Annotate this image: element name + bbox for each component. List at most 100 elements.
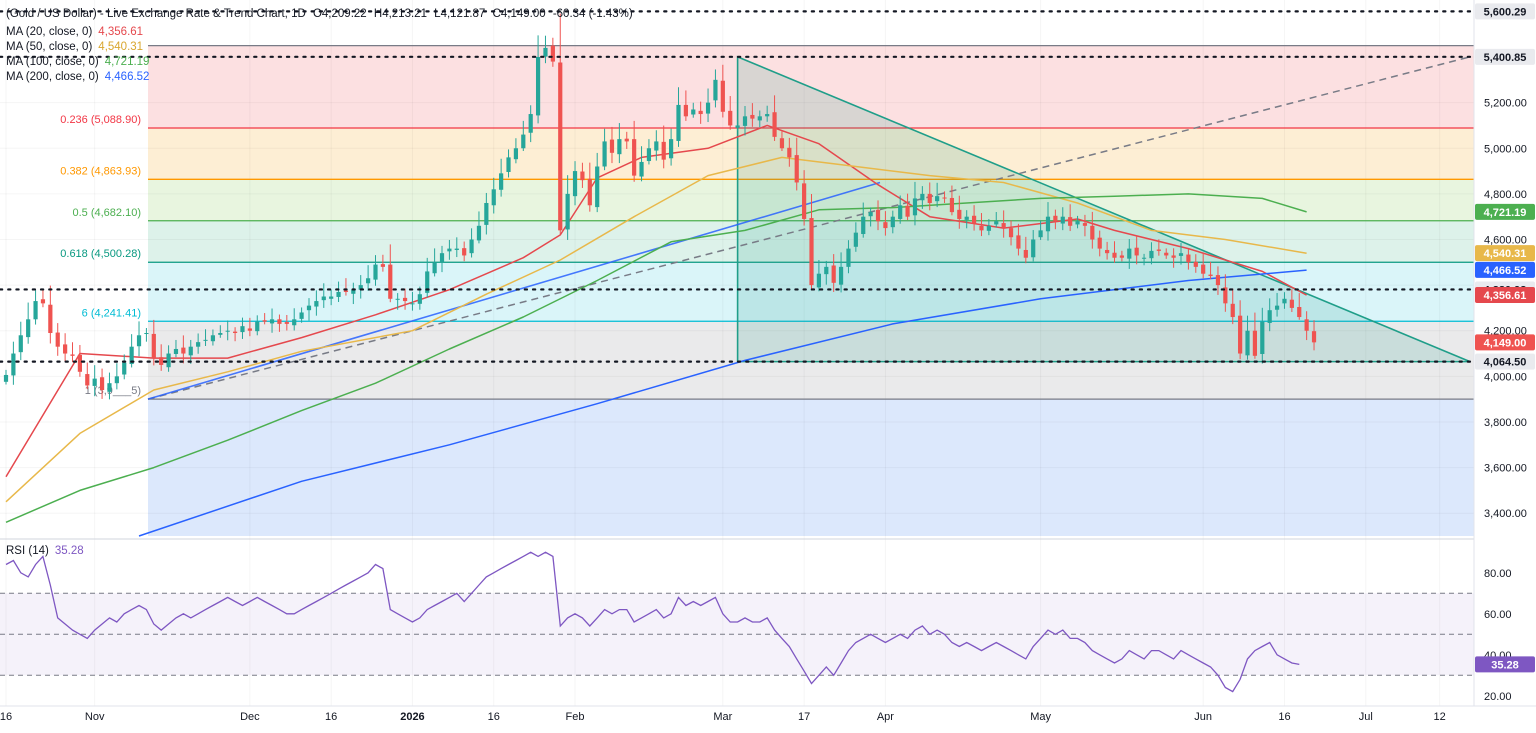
trendlines-layer[interactable] [147, 56, 1471, 400]
price-tick-label: 5,000.00 [1484, 143, 1527, 155]
candle-body [765, 114, 770, 117]
badge-ma200-bg [1475, 261, 1535, 278]
candle-body [1311, 331, 1317, 343]
fib-band-0 [148, 399, 1474, 536]
candle-body [809, 218, 814, 286]
candle-body [639, 161, 644, 177]
badge-5400-bg [1475, 48, 1535, 65]
time-tick-label: Apr [877, 711, 894, 723]
candle-body [528, 114, 533, 133]
candle-body [1230, 303, 1235, 318]
candle-body [232, 331, 238, 334]
candle-body [942, 197, 947, 199]
candle-body [949, 197, 955, 213]
candle-body [787, 147, 792, 158]
candle-body [1060, 216, 1065, 224]
descending-triangle [736, 55, 1471, 363]
price-tick-label: 5,200.00 [1484, 98, 1527, 110]
candle-body [1141, 257, 1147, 259]
candle-body [927, 193, 932, 203]
candle-body [728, 110, 733, 126]
ohlc-close: C4,149.00 [493, 8, 546, 20]
candle-body [203, 339, 208, 341]
candle-body [506, 157, 511, 172]
candle-body [63, 344, 68, 354]
candle-body [1267, 310, 1272, 323]
candle-body [846, 248, 851, 267]
candle-body [484, 202, 489, 225]
fib-label-0.618: 0.618 (4,500.28) [60, 248, 141, 260]
badge-ma20: 4,356.61 [1484, 290, 1527, 302]
badge-ma100-bg [1475, 203, 1535, 220]
candle-body [136, 335, 142, 347]
candle-body [890, 216, 895, 228]
candle-body [114, 376, 119, 384]
svg-text:(Gold / US Dollar) - Live Exch: (Gold / US Dollar) - Live Exchange Rate … [6, 8, 633, 20]
candle-body [513, 148, 519, 160]
candle-body [225, 330, 230, 332]
time-tick-label: 16 [0, 711, 12, 723]
candle-body [277, 319, 282, 324]
fib-label-0.236: 0.236 (5,088.90) [60, 114, 141, 126]
candle-body [284, 322, 289, 324]
svg-text:RSI (14)35.28: RSI (14) 35.28 [6, 545, 84, 557]
candle-body [1053, 215, 1058, 222]
candle-body [535, 57, 541, 116]
candle-body [1001, 223, 1006, 229]
ohlc-change: -60.34 (-1.43%) [553, 8, 633, 20]
candle-body [802, 183, 807, 219]
candle-body [964, 216, 969, 220]
candle-body [1260, 321, 1265, 354]
price-badges: 5,600.29 5,400.85 4,721.19 4,540.31 4,466.52… [1475, 3, 1535, 673]
candle-body [1193, 261, 1198, 267]
candle-body [1045, 216, 1051, 232]
badge-5600: 5,600.29 [1484, 6, 1527, 18]
time-axis[interactable]: 16 Nov Dec 16 2026 16 Feb Mar 17 Apr May Jun 16 Jul 12 [0, 705, 1536, 723]
candle-body [1082, 223, 1088, 226]
candle-body [1134, 247, 1139, 256]
ma20-legend-label: MA (20, close, 0) [6, 26, 92, 38]
candle-body [462, 248, 467, 256]
candle-body [1171, 255, 1176, 258]
candle-body [1208, 274, 1213, 276]
price-tick-label: 4,600.00 [1484, 234, 1527, 246]
candle-body [920, 193, 925, 201]
candle-body [609, 139, 615, 153]
badge-5400: 5,400.85 [1484, 52, 1527, 64]
time-tick-label: 16 [488, 711, 500, 723]
candle-body [1149, 250, 1154, 259]
triangle-pattern-layer[interactable] [736, 55, 1471, 363]
candle-body [750, 114, 755, 119]
candle-body [351, 289, 356, 294]
ohlc-open: O4,209.22 [313, 8, 367, 20]
candle-body [1105, 249, 1110, 254]
candle-body [144, 333, 149, 335]
candle-body [1156, 249, 1161, 251]
horizontal-levels-layer[interactable] [0, 10, 1476, 363]
time-tick-label: 2026 [400, 711, 424, 723]
candle-body [838, 266, 844, 285]
candle-body [321, 296, 326, 301]
price-tick-label: 4,000.00 [1484, 371, 1527, 383]
candle-body [676, 104, 681, 141]
moving-averages-layer [5, 124, 1307, 537]
time-tick-label: Dec [240, 711, 260, 723]
time-tick-label: Jun [1194, 711, 1212, 723]
candle-body [188, 346, 193, 356]
price-tick-label: 3,600.00 [1484, 463, 1527, 475]
candle-body [499, 173, 504, 190]
candle-body [255, 321, 260, 332]
candle-body [402, 297, 408, 302]
candle-body [366, 278, 371, 284]
candle-body [617, 139, 622, 155]
candle-body [986, 225, 991, 231]
candle-body [122, 362, 127, 375]
candle-body [373, 264, 378, 280]
candle-body [343, 290, 349, 292]
candle-body [971, 215, 977, 224]
candle-body [1127, 248, 1132, 259]
candle-body [698, 110, 703, 115]
candle-body [1112, 252, 1117, 258]
